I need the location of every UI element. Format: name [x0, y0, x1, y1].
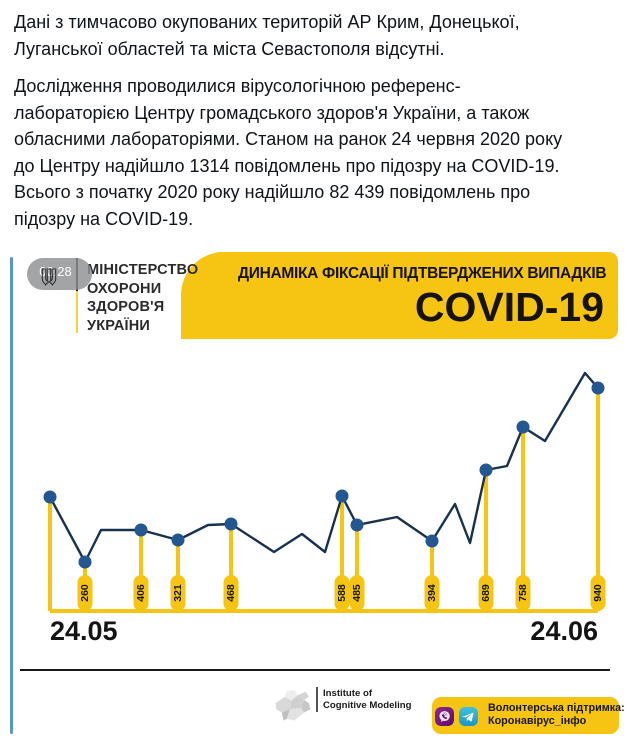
- svg-text:485: 485: [351, 584, 363, 602]
- svg-text:321: 321: [172, 584, 184, 602]
- svg-text:758: 758: [517, 584, 529, 602]
- svg-text:406: 406: [135, 584, 147, 602]
- svg-text:394: 394: [426, 584, 438, 602]
- svg-text:588: 588: [336, 584, 348, 602]
- svg-text:468: 468: [225, 584, 237, 602]
- svg-text:24.05: 24.05: [50, 616, 118, 646]
- svg-text:260: 260: [79, 584, 91, 602]
- svg-text:24.06: 24.06: [530, 616, 598, 646]
- svg-text:689: 689: [480, 584, 492, 602]
- svg-text:940: 940: [592, 584, 604, 602]
